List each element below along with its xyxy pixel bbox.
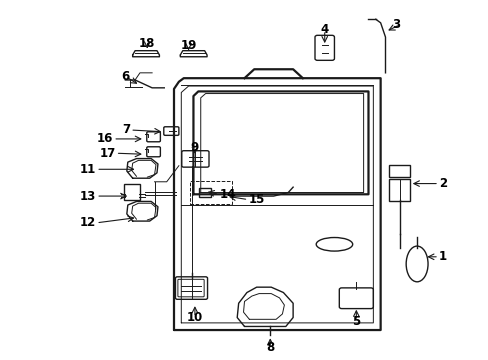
Text: 1: 1 bbox=[438, 250, 446, 263]
Text: 17: 17 bbox=[99, 147, 116, 160]
Text: 2: 2 bbox=[438, 177, 446, 190]
Text: 4: 4 bbox=[320, 23, 328, 36]
Text: 3: 3 bbox=[391, 18, 399, 31]
Text: 9: 9 bbox=[190, 141, 199, 154]
Text: 13: 13 bbox=[80, 190, 96, 203]
Text: 12: 12 bbox=[80, 216, 96, 229]
Text: 15: 15 bbox=[248, 193, 264, 206]
Text: 19: 19 bbox=[180, 39, 196, 52]
Text: 10: 10 bbox=[186, 311, 203, 324]
Text: 5: 5 bbox=[351, 315, 360, 328]
Text: 7: 7 bbox=[122, 123, 130, 136]
Text: 6: 6 bbox=[121, 70, 129, 83]
Text: 16: 16 bbox=[97, 132, 113, 145]
Text: 8: 8 bbox=[265, 341, 274, 354]
Text: 11: 11 bbox=[80, 163, 96, 176]
Text: 14: 14 bbox=[219, 188, 235, 201]
Text: 18: 18 bbox=[139, 37, 155, 50]
